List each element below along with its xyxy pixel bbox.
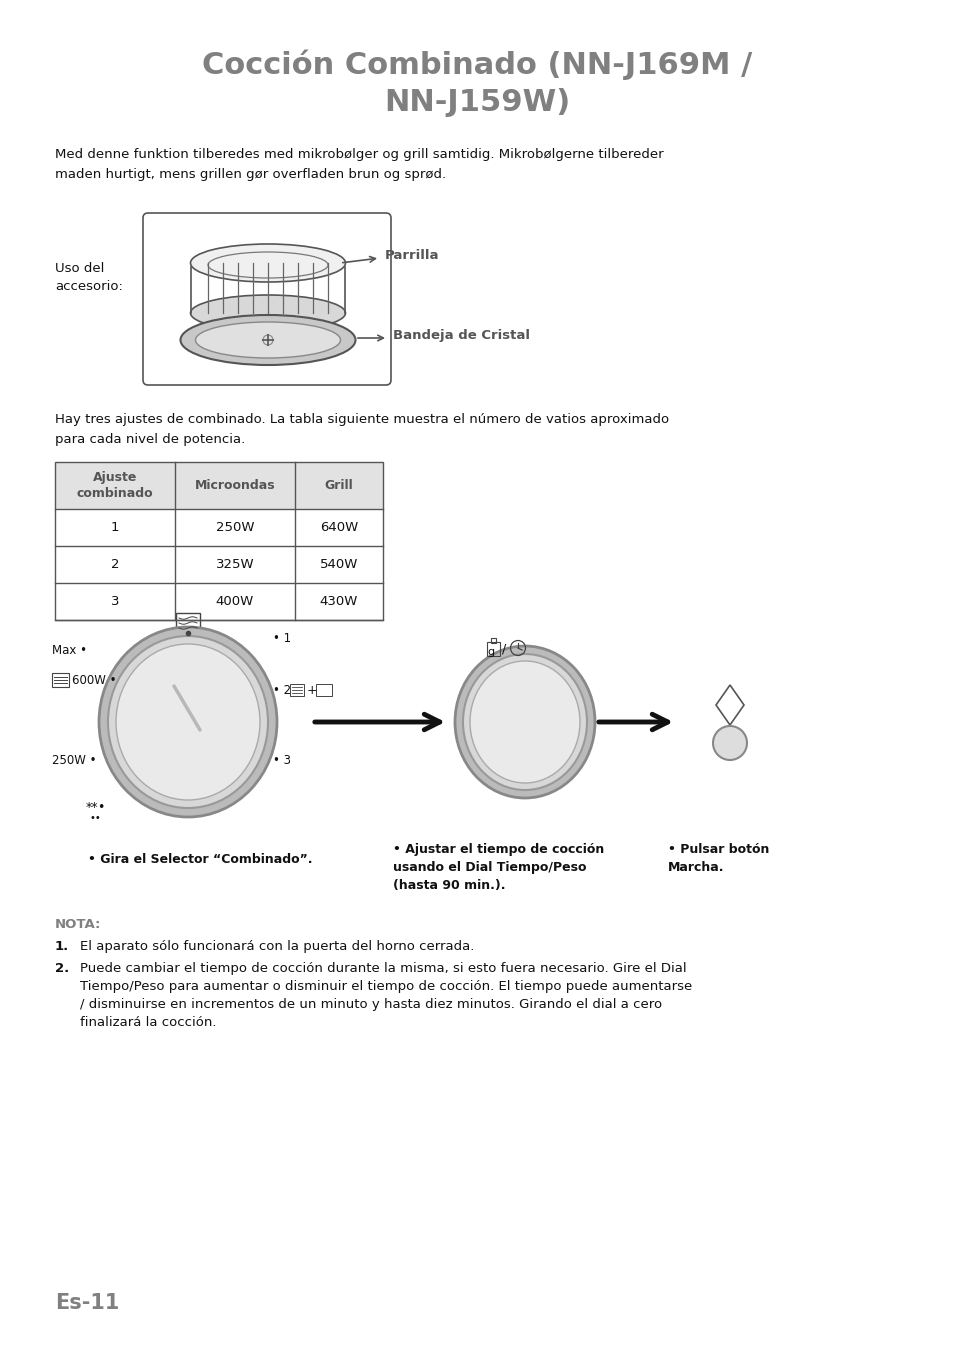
Text: (hasta 90 min.).: (hasta 90 min.). <box>393 880 505 892</box>
FancyBboxPatch shape <box>143 213 391 385</box>
Text: El aparato sólo funcionará con la puerta del horno cerrada.: El aparato sólo funcionará con la puerta… <box>80 940 474 952</box>
Text: 540W: 540W <box>319 558 357 571</box>
Bar <box>315 684 332 696</box>
Text: maden hurtigt, mens grillen gør overfladen brun og sprød.: maden hurtigt, mens grillen gør overflad… <box>55 168 446 181</box>
Text: 250W: 250W <box>215 521 254 534</box>
Text: g: g <box>486 647 494 657</box>
Bar <box>52 673 69 688</box>
Ellipse shape <box>191 295 345 331</box>
Text: /: / <box>501 643 506 655</box>
Text: 2: 2 <box>111 558 119 571</box>
Text: finalizará la cocción.: finalizará la cocción. <box>80 1016 216 1029</box>
Bar <box>55 462 382 620</box>
Text: Max •: Max • <box>52 643 87 657</box>
Text: / disminuirse en incrementos de un minuto y hasta diez minutos. Girando el dial : / disminuirse en incrementos de un minut… <box>80 998 661 1011</box>
Text: Marcha.: Marcha. <box>667 861 723 874</box>
Ellipse shape <box>191 245 345 282</box>
Text: • 3: • 3 <box>273 754 291 766</box>
Ellipse shape <box>462 654 586 790</box>
Text: 600W •: 600W • <box>71 674 116 686</box>
Circle shape <box>712 725 746 761</box>
Text: para cada nivel de potencia.: para cada nivel de potencia. <box>55 434 245 446</box>
Text: 640W: 640W <box>319 521 357 534</box>
Ellipse shape <box>99 627 276 817</box>
Text: Parrilla: Parrilla <box>385 249 439 262</box>
Text: NN-J159W): NN-J159W) <box>383 88 570 118</box>
Ellipse shape <box>180 315 355 365</box>
Ellipse shape <box>116 644 260 800</box>
Text: **: ** <box>86 801 98 815</box>
Text: 400W: 400W <box>215 594 253 608</box>
Text: • Pulsar botón: • Pulsar botón <box>667 843 768 857</box>
Text: Cocción Combinado (NN-J169M /: Cocción Combinado (NN-J169M / <box>202 50 751 81</box>
Text: 430W: 430W <box>319 594 357 608</box>
Bar <box>486 642 499 657</box>
Text: Puede cambiar el tiempo de cocción durante la misma, si esto fuera necesario. Gi: Puede cambiar el tiempo de cocción duran… <box>80 962 686 975</box>
Circle shape <box>263 335 273 345</box>
Text: •: • <box>97 801 104 815</box>
Text: Bandeja de Cristal: Bandeja de Cristal <box>393 330 530 342</box>
Text: +: + <box>307 684 317 697</box>
Text: Microondas: Microondas <box>194 480 275 492</box>
Text: • Gira el Selector “Combinado”.: • Gira el Selector “Combinado”. <box>88 852 313 866</box>
Ellipse shape <box>108 636 268 808</box>
Bar <box>175 613 200 631</box>
Ellipse shape <box>470 661 579 784</box>
Ellipse shape <box>455 646 595 798</box>
Text: Ajuste
combinado: Ajuste combinado <box>76 471 153 500</box>
Text: Uso del
accesorio:: Uso del accesorio: <box>55 262 123 293</box>
Text: Grill: Grill <box>324 480 353 492</box>
Text: • Ajustar el tiempo de cocción: • Ajustar el tiempo de cocción <box>393 843 603 857</box>
Text: 1: 1 <box>111 521 119 534</box>
Text: ••: •• <box>90 813 102 823</box>
Text: 1.: 1. <box>55 940 70 952</box>
Text: 325W: 325W <box>215 558 254 571</box>
Text: NOTA:: NOTA: <box>55 917 101 931</box>
Text: Es-11: Es-11 <box>55 1293 119 1313</box>
Text: 3: 3 <box>111 594 119 608</box>
Text: 250W •: 250W • <box>52 754 96 766</box>
Text: Tiempo/Peso para aumentar o disminuir el tiempo de cocción. El tiempo puede aume: Tiempo/Peso para aumentar o disminuir el… <box>80 979 692 993</box>
Text: Med denne funktion tilberedes med mikrobølger og grill samtidig. Mikrobølgerne t: Med denne funktion tilberedes med mikrob… <box>55 149 663 161</box>
Text: Hay tres ajustes de combinado. La tabla siguiente muestra el número de vatios ap: Hay tres ajustes de combinado. La tabla … <box>55 413 668 426</box>
Bar <box>290 684 304 696</box>
Bar <box>491 638 496 643</box>
Text: • 2: • 2 <box>273 684 291 697</box>
Text: 2.: 2. <box>55 962 70 975</box>
Text: usando el Dial Tiempo/Peso: usando el Dial Tiempo/Peso <box>393 861 586 874</box>
Text: • 1: • 1 <box>273 631 291 644</box>
Bar <box>55 462 382 509</box>
Ellipse shape <box>195 322 340 358</box>
